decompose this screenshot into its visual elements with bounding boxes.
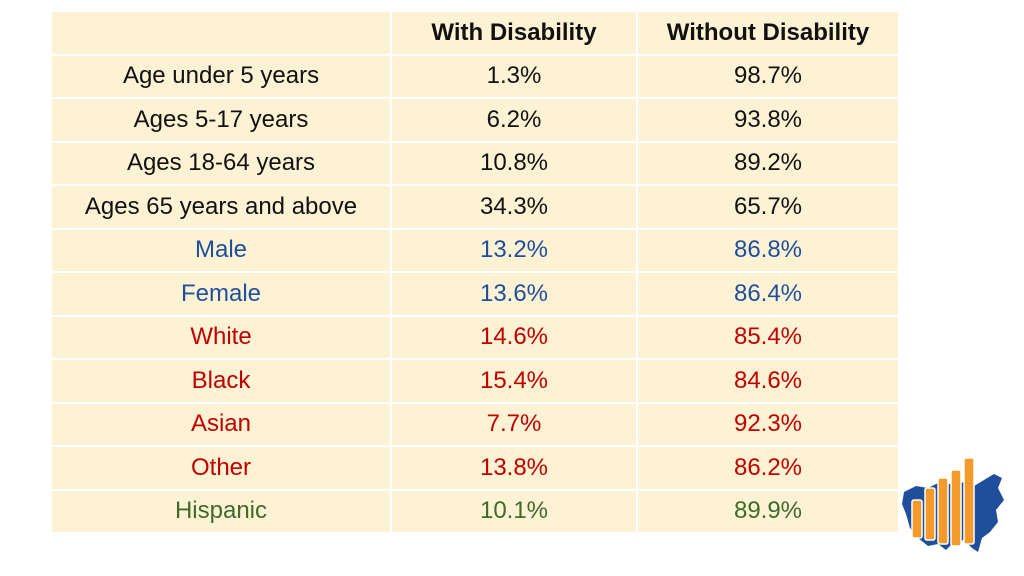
without-disability-value: 86.2% — [638, 447, 898, 489]
row-label: Ages 65 years and above — [52, 186, 390, 228]
table-row: Black 15.4% 84.6% — [52, 360, 898, 402]
without-disability-value: 92.3% — [638, 403, 898, 445]
with-disability-value: 14.6% — [392, 316, 636, 358]
with-disability-value: 10.1% — [392, 490, 636, 532]
with-disability-value: 13.2% — [392, 229, 636, 271]
table-row: Ages 65 years and above 34.3% 65.7% — [52, 186, 898, 228]
disability-table-container: With Disability Without Disability Age u… — [50, 10, 898, 534]
table-row: Female 13.6% 86.4% — [52, 273, 898, 315]
with-disability-value: 6.2% — [392, 99, 636, 141]
row-label: Age under 5 years — [52, 55, 390, 97]
without-disability-value: 93.8% — [638, 99, 898, 141]
row-label: Other — [52, 447, 390, 489]
row-label: Male — [52, 229, 390, 271]
header-with-disability: With Disability — [392, 12, 636, 54]
row-label: Black — [52, 360, 390, 402]
with-disability-value: 10.8% — [392, 142, 636, 184]
without-disability-value: 86.8% — [638, 229, 898, 271]
disability-table: With Disability Without Disability Age u… — [50, 10, 900, 534]
table-row: Male 13.2% 86.8% — [52, 229, 898, 271]
without-disability-value: 65.7% — [638, 186, 898, 228]
row-label: Female — [52, 273, 390, 315]
logo-graphic — [902, 457, 1004, 552]
table-row: Age under 5 years 1.3% 98.7% — [52, 55, 898, 97]
row-label: Asian — [52, 403, 390, 445]
with-disability-value: 1.3% — [392, 55, 636, 97]
with-disability-value: 15.4% — [392, 360, 636, 402]
with-disability-value: 34.3% — [392, 186, 636, 228]
without-disability-value: 84.6% — [638, 360, 898, 402]
without-disability-value: 89.2% — [638, 142, 898, 184]
table-row: Ages 18-64 years 10.8% 89.2% — [52, 142, 898, 184]
without-disability-value: 98.7% — [638, 55, 898, 97]
without-disability-value: 89.9% — [638, 490, 898, 532]
table-row: Hispanic 10.1% 89.9% — [52, 490, 898, 532]
table-row: Ages 5-17 years 6.2% 93.8% — [52, 99, 898, 141]
header-row: With Disability Without Disability — [52, 12, 898, 54]
table-body: Age under 5 years 1.3% 98.7% Ages 5-17 y… — [52, 55, 898, 532]
bar-chart-icon — [911, 457, 975, 547]
with-disability-value: 7.7% — [392, 403, 636, 445]
with-disability-value: 13.8% — [392, 447, 636, 489]
without-disability-value: 86.4% — [638, 273, 898, 315]
table-row: White 14.6% 85.4% — [52, 316, 898, 358]
table-row: Asian 7.7% 92.3% — [52, 403, 898, 445]
row-label: Hispanic — [52, 490, 390, 532]
us-map-bar-chart-logo — [898, 452, 1008, 562]
table-row: Other 13.8% 86.2% — [52, 447, 898, 489]
row-label: Ages 18-64 years — [52, 142, 390, 184]
header-category — [52, 12, 390, 54]
with-disability-value: 13.6% — [392, 273, 636, 315]
without-disability-value: 85.4% — [638, 316, 898, 358]
row-label: White — [52, 316, 390, 358]
row-label: Ages 5-17 years — [52, 99, 390, 141]
header-without-disability: Without Disability — [638, 12, 898, 54]
